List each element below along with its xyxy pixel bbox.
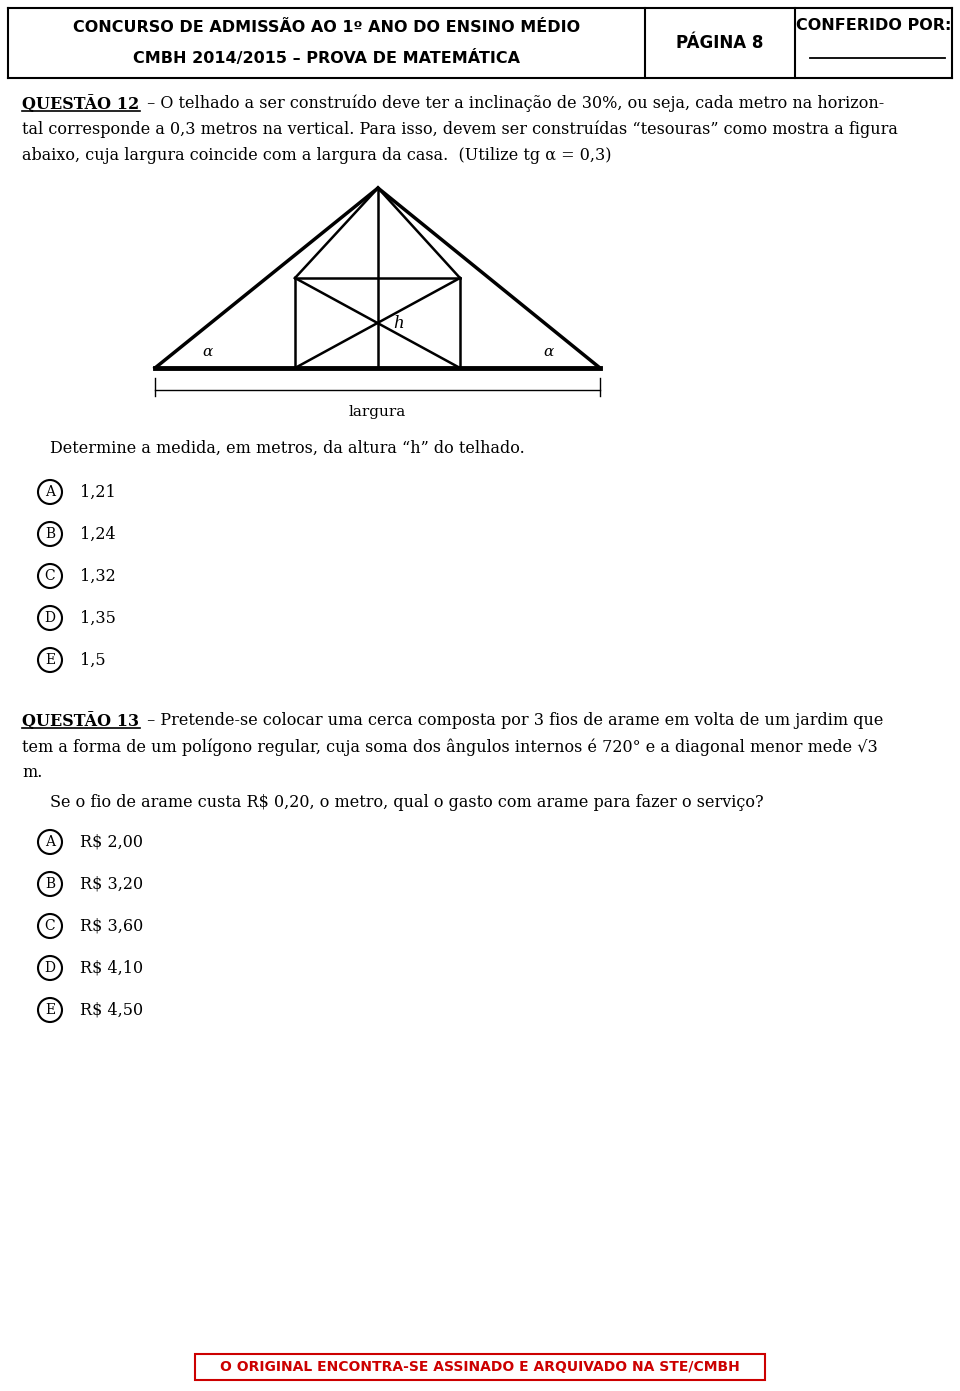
Text: PÁGINA 8: PÁGINA 8 bbox=[676, 33, 764, 51]
Text: QUESTÃO 13: QUESTÃO 13 bbox=[22, 712, 139, 730]
Text: α: α bbox=[202, 345, 212, 359]
Text: QUESTÃO 12: QUESTÃO 12 bbox=[22, 95, 139, 113]
Text: R$ 3,20: R$ 3,20 bbox=[80, 875, 143, 893]
Text: E: E bbox=[45, 1003, 55, 1017]
Text: A: A bbox=[45, 485, 55, 499]
Text: 1,5: 1,5 bbox=[80, 651, 106, 669]
Text: R$ 2,00: R$ 2,00 bbox=[80, 833, 143, 850]
Text: A: A bbox=[45, 835, 55, 849]
Text: R$ 4,10: R$ 4,10 bbox=[80, 960, 143, 976]
Text: O ORIGINAL ENCONTRA-SE ASSINADO E ARQUIVADO NA STE/CMBH: O ORIGINAL ENCONTRA-SE ASSINADO E ARQUIV… bbox=[220, 1360, 740, 1374]
Text: tem a forma de um polígono regular, cuja soma dos ângulos internos é 720° e a di: tem a forma de um polígono regular, cuja… bbox=[22, 739, 877, 755]
Text: C: C bbox=[45, 919, 56, 933]
Text: – O telhado a ser construído deve ter a inclinação de 30%, ou seja, cada metro n: – O telhado a ser construído deve ter a … bbox=[142, 95, 884, 113]
Text: Se o fio de arame custa R$ 0,20, o metro, qual o gasto com arame para fazer o se: Se o fio de arame custa R$ 0,20, o metro… bbox=[50, 794, 763, 811]
Text: D: D bbox=[44, 961, 56, 975]
Text: C: C bbox=[45, 569, 56, 583]
Text: B: B bbox=[45, 527, 55, 541]
FancyBboxPatch shape bbox=[195, 1353, 765, 1380]
Text: Determine a medida, em metros, da altura “h” do telhado.: Determine a medida, em metros, da altura… bbox=[50, 440, 525, 458]
Text: α: α bbox=[542, 345, 553, 359]
Text: h: h bbox=[393, 314, 404, 331]
Text: m.: m. bbox=[22, 764, 42, 780]
Text: – Pretende-se colocar uma cerca composta por 3 fios de arame em volta de um jard: – Pretende-se colocar uma cerca composta… bbox=[142, 712, 883, 729]
Text: D: D bbox=[44, 611, 56, 625]
Text: CONFERIDO POR:: CONFERIDO POR: bbox=[796, 18, 951, 32]
Text: R$ 3,60: R$ 3,60 bbox=[80, 918, 143, 935]
Text: CONCURSO DE ADMISSÃO AO 1º ANO DO ENSINO MÉDIO: CONCURSO DE ADMISSÃO AO 1º ANO DO ENSINO… bbox=[73, 21, 580, 36]
Text: CMBH 2014/2015 – PROVA DE MATEMÁTICA: CMBH 2014/2015 – PROVA DE MATEMÁTICA bbox=[133, 50, 520, 65]
Text: abaixo, cuja largura coincide com a largura da casa.  (Utilize tg α = 0,3): abaixo, cuja largura coincide com a larg… bbox=[22, 147, 612, 164]
Text: E: E bbox=[45, 652, 55, 668]
Text: R$ 4,50: R$ 4,50 bbox=[80, 1002, 143, 1018]
Text: 1,35: 1,35 bbox=[80, 609, 116, 626]
Text: largura: largura bbox=[348, 405, 406, 419]
Text: 1,32: 1,32 bbox=[80, 568, 116, 584]
Text: 1,21: 1,21 bbox=[80, 484, 116, 501]
Text: tal corresponde a 0,3 metros na vertical. Para isso, devem ser construídas “teso: tal corresponde a 0,3 metros na vertical… bbox=[22, 121, 898, 139]
Text: B: B bbox=[45, 876, 55, 892]
Text: 1,24: 1,24 bbox=[80, 526, 115, 542]
